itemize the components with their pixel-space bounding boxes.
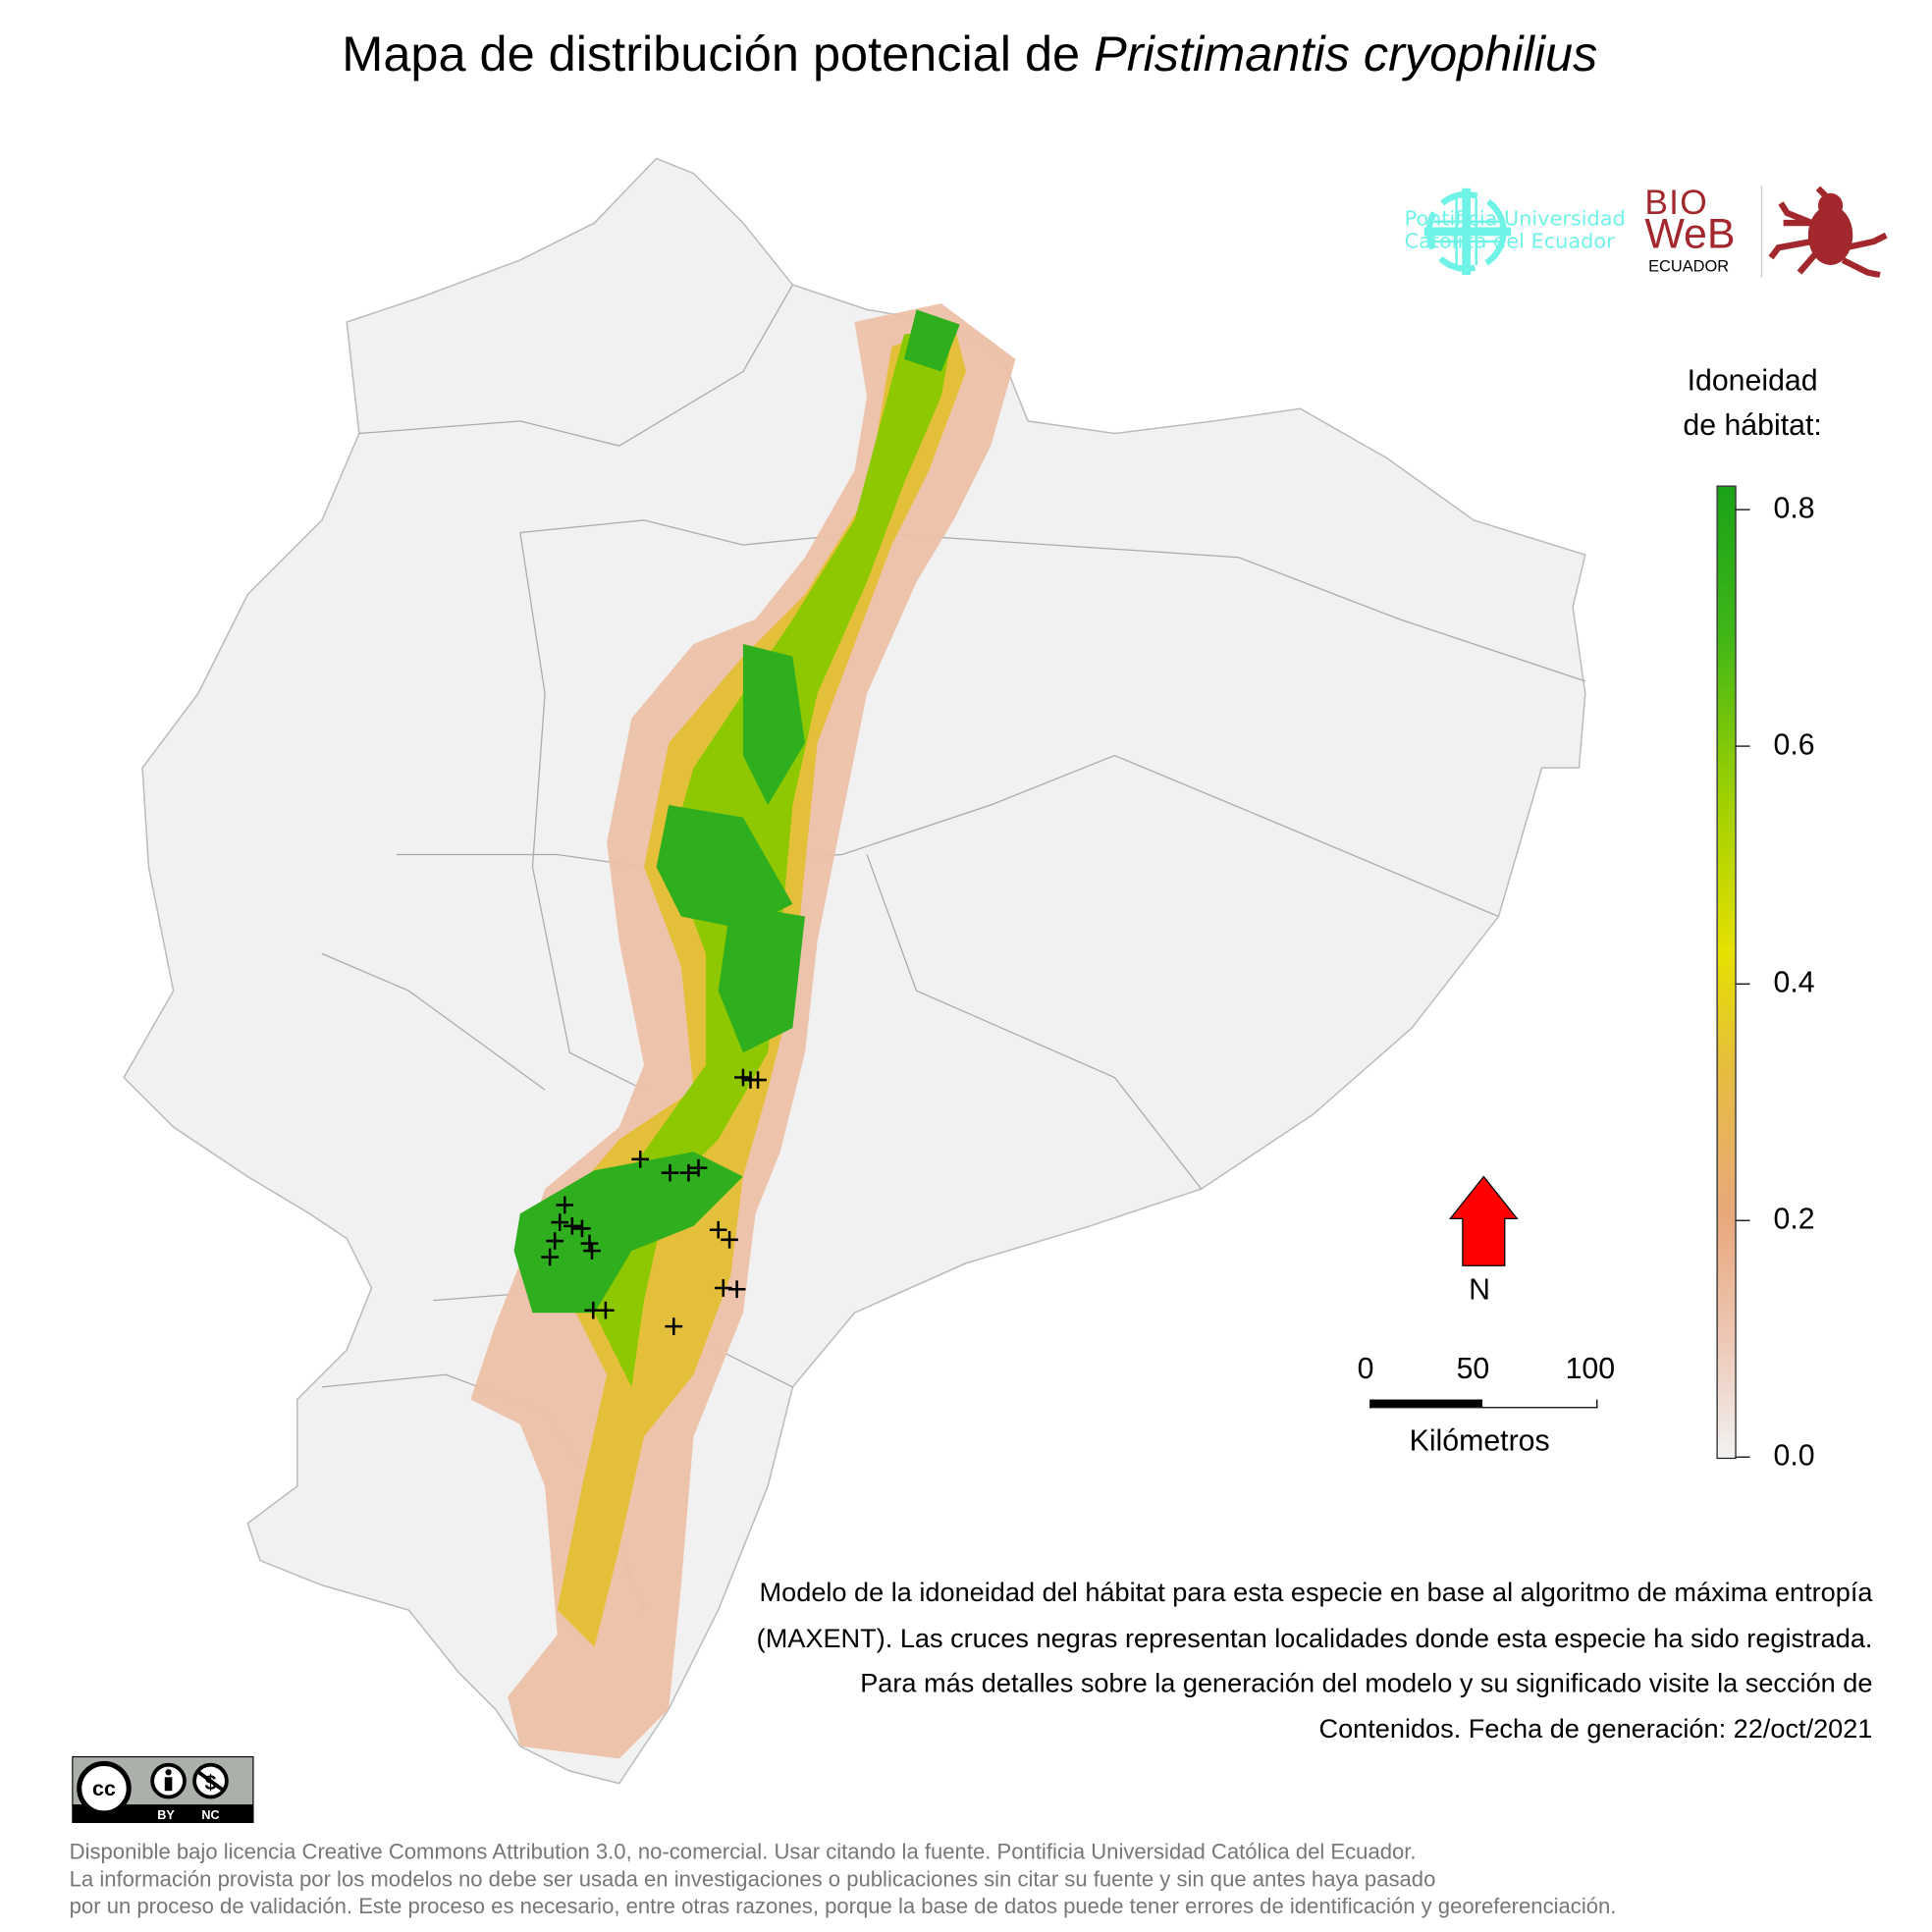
locality-cross — [541, 1248, 559, 1266]
locality-cross — [551, 1213, 569, 1231]
footer-line1: Disponible bajo licencia Creative Common… — [69, 1839, 1417, 1864]
locality-cross — [564, 1217, 581, 1235]
locality-cross — [749, 1071, 767, 1089]
locality-cross — [665, 1317, 683, 1335]
title-text: Mapa de distribución potencial de — [342, 27, 1095, 82]
north-label: N — [1469, 1272, 1491, 1307]
bioweb-country: ECUADOR — [1648, 256, 1730, 276]
puce-logo-text: Pontificia Universidad Católica del Ecuad… — [1404, 206, 1626, 253]
locality-cross — [580, 1234, 599, 1253]
locality-records — [541, 1068, 767, 1335]
north-arrow-icon — [1448, 1175, 1519, 1266]
legend-tick — [1735, 1219, 1750, 1221]
scale-unit: Kilómetros — [1409, 1423, 1550, 1458]
legend-tick-label: 0.2 — [1773, 1202, 1815, 1236]
locality-cross — [573, 1219, 591, 1238]
locality-cross — [631, 1150, 650, 1168]
legend-tick — [1735, 745, 1750, 748]
scale-label-50: 50 — [1456, 1352, 1490, 1386]
bioweb-web: WeB — [1644, 210, 1736, 258]
scale-bar: 0 50 100 Kilómetros — [1350, 1353, 1623, 1465]
locality-cross — [721, 1230, 738, 1249]
scale-label-0: 0 — [1357, 1352, 1374, 1386]
cc-by-label: BY — [157, 1808, 175, 1822]
locality-cross — [597, 1301, 615, 1319]
species-name: Pristimantis cryophilius — [1094, 27, 1598, 82]
frog-icon — [1768, 186, 1888, 278]
legend-tick-label: 0.4 — [1773, 965, 1815, 999]
locality-cross — [727, 1280, 746, 1299]
locality-cross — [709, 1220, 727, 1239]
legend-tick-label: 0.6 — [1773, 728, 1815, 763]
locality-cross — [661, 1163, 679, 1182]
province-borders — [321, 284, 1585, 1611]
legend-tick — [1735, 1456, 1750, 1458]
legend-tick-label: 0.8 — [1773, 491, 1815, 526]
scale-label-100: 100 — [1565, 1352, 1616, 1386]
cc-by-nc-badge-icon: cc $ BY NC — [72, 1755, 254, 1823]
locality-cross — [583, 1242, 601, 1260]
bioweb-logo: BIO WeB ECUADOR — [1644, 183, 1892, 280]
svg-text:cc: cc — [92, 1777, 116, 1800]
puce-line1: Pontificia Universidad — [1404, 206, 1626, 231]
ecuador-outline — [123, 157, 1586, 1785]
legend-title: Idoneidad de hábitat: — [1659, 359, 1845, 449]
map-description: Modelo de la idoneidad del hábitat para … — [756, 1578, 1873, 1744]
puce-line2: Católica del Ecuador — [1404, 229, 1615, 253]
footer-line3: por un proceso de validación. Este proce… — [69, 1893, 1617, 1919]
page-title: Mapa de distribución potencial de Pristi… — [0, 27, 1932, 83]
locality-cross — [546, 1232, 564, 1250]
locality-cross — [679, 1163, 698, 1182]
puce-logo-icon — [1423, 188, 1512, 276]
footer-line2: La información provista por los modelos … — [69, 1866, 1436, 1892]
license-footer: Disponible bajo licencia Creative Common… — [70, 1838, 1617, 1919]
cc-nc-label: NC — [201, 1808, 219, 1822]
legend-tick — [1735, 983, 1750, 985]
bioweb-bio: BIO — [1644, 183, 1708, 222]
legend-title-line1: Idoneidad — [1687, 363, 1818, 398]
locality-cross — [734, 1068, 752, 1087]
legend-tick-label: 0.0 — [1773, 1438, 1815, 1473]
habitat-suitability-layer — [470, 303, 1016, 1759]
legend-colorbar — [1716, 485, 1737, 1460]
locality-cross — [556, 1196, 574, 1214]
legend-title-line2: de hábitat: — [1683, 408, 1822, 443]
locality-cross — [689, 1158, 708, 1177]
